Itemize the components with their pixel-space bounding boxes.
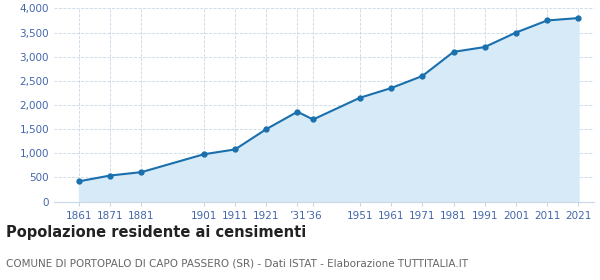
Text: Popolazione residente ai censimenti: Popolazione residente ai censimenti bbox=[6, 225, 306, 241]
Text: COMUNE DI PORTOPALO DI CAPO PASSERO (SR) - Dati ISTAT - Elaborazione TUTTITALIA.: COMUNE DI PORTOPALO DI CAPO PASSERO (SR)… bbox=[6, 259, 468, 269]
